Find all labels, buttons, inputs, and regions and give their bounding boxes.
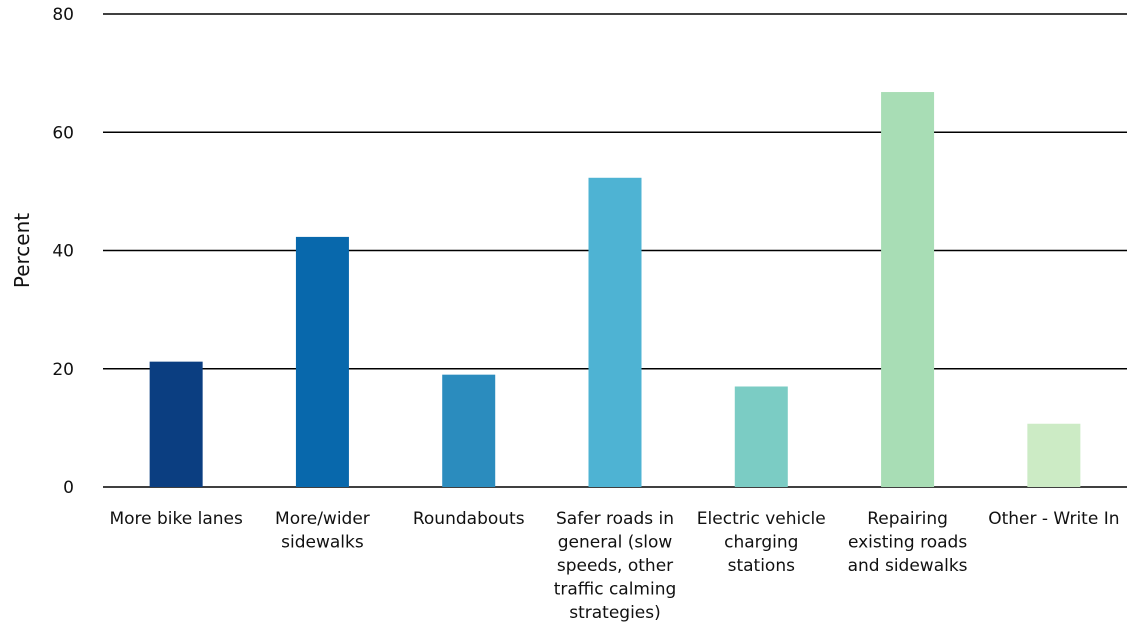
bar <box>881 92 935 488</box>
y-tick-label: 80 <box>52 5 74 25</box>
y-tick-label: 0 <box>63 478 74 498</box>
y-tick-labels: 0 20 40 60 80 <box>52 5 74 498</box>
bar <box>149 361 203 487</box>
y-tick-label: 40 <box>52 242 74 262</box>
bar <box>1027 423 1081 487</box>
x-category-label: Repairing existing roads and sidewalks <box>848 509 968 576</box>
y-tick-label: 60 <box>52 123 74 143</box>
bar <box>588 177 642 487</box>
bars <box>149 92 1081 488</box>
x-category-label: Safer roads in general (slow speeds, other… <box>554 509 677 623</box>
x-category-label: Roundabouts <box>413 509 525 529</box>
x-category-label: More bike lanes <box>109 509 243 529</box>
x-category-label: More/wider sidewalks <box>275 509 370 553</box>
bar <box>734 386 788 487</box>
bar <box>295 236 349 487</box>
x-category-labels: More bike lanes More/wider sidewalks Rounda… <box>109 509 1119 623</box>
x-category-label: Electric vehicle charging stations <box>697 509 826 576</box>
x-category-label: Other - Write In <box>988 509 1119 529</box>
y-tick-label: 20 <box>52 360 74 380</box>
y-axis-title: Percent <box>10 213 34 288</box>
bar <box>442 374 496 487</box>
